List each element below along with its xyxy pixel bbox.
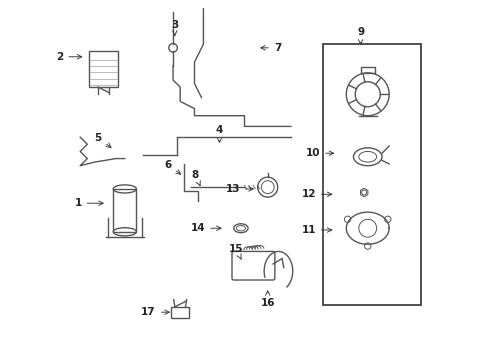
Text: 9: 9 <box>356 27 364 44</box>
Text: 4: 4 <box>215 125 223 142</box>
Text: 15: 15 <box>228 244 243 260</box>
Text: 7: 7 <box>260 43 281 53</box>
Text: 8: 8 <box>191 170 200 185</box>
Bar <box>89 51 118 87</box>
Text: 2: 2 <box>56 52 81 62</box>
Text: 11: 11 <box>301 225 331 235</box>
Bar <box>323 44 421 305</box>
Text: 16: 16 <box>260 291 274 308</box>
Text: 17: 17 <box>141 307 169 317</box>
Bar <box>171 307 189 318</box>
Text: 13: 13 <box>225 184 253 194</box>
Bar <box>113 189 136 232</box>
Text: 10: 10 <box>305 148 333 158</box>
Text: 1: 1 <box>74 198 103 208</box>
Text: 14: 14 <box>190 223 221 233</box>
Text: 3: 3 <box>171 20 178 36</box>
Text: 12: 12 <box>301 189 331 199</box>
Text: 5: 5 <box>94 133 111 148</box>
Text: 6: 6 <box>164 160 181 174</box>
